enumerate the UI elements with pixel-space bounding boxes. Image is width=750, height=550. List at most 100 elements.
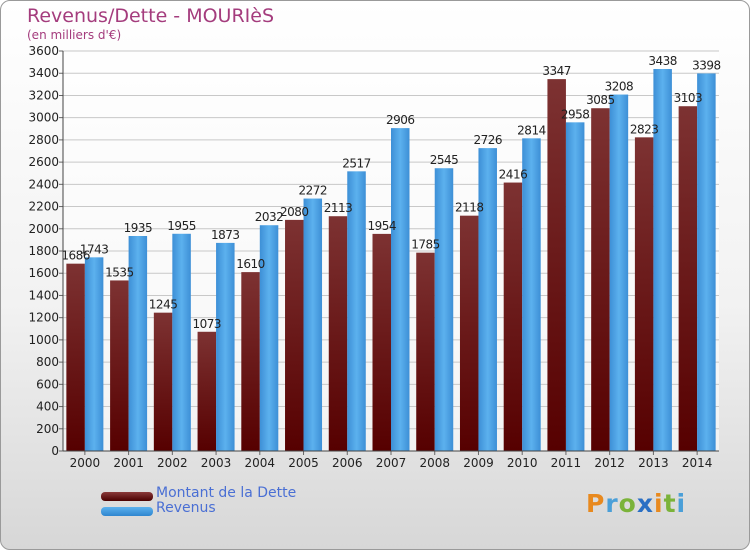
bar-debt xyxy=(547,79,566,451)
y-tick-label: 2000 xyxy=(28,222,59,236)
legend-swatch-revenue xyxy=(101,507,153,516)
y-tick-label: 2800 xyxy=(28,133,59,147)
y-tick-label: 800 xyxy=(36,355,59,369)
data-label-revenue: 1743 xyxy=(80,242,109,256)
x-tick-label: 2001 xyxy=(113,456,144,470)
bar-debt xyxy=(110,280,129,451)
y-tick-label: 1000 xyxy=(28,333,59,347)
data-label-revenue: 3208 xyxy=(605,80,634,94)
data-label-revenue: 2032 xyxy=(255,210,284,224)
data-label-debt: 1535 xyxy=(105,265,134,279)
x-tick-label: 2010 xyxy=(507,456,538,470)
bar-debt xyxy=(591,108,610,451)
bar-debt xyxy=(372,233,391,451)
chart-subtitle: (en milliers d'€) xyxy=(27,28,122,42)
y-tick-label: 2600 xyxy=(28,155,59,169)
data-label-revenue: 1873 xyxy=(211,228,240,242)
data-label-revenue: 2517 xyxy=(342,156,371,170)
y-tick-label: 1200 xyxy=(28,311,59,325)
bar-debt xyxy=(416,252,435,451)
y-tick-label: 3600 xyxy=(28,44,59,58)
data-label-revenue: 1935 xyxy=(124,221,153,235)
bar-revenue xyxy=(216,242,235,451)
x-tick-label: 2007 xyxy=(376,456,407,470)
y-tick-label: 2400 xyxy=(28,177,59,191)
bar-debt xyxy=(678,106,698,451)
legend-label-debt: Montant de la Dette xyxy=(156,485,297,501)
bar-debt xyxy=(66,263,85,451)
data-label-debt: 3347 xyxy=(542,64,571,78)
bar-revenue xyxy=(609,94,629,452)
x-tick-label: 2005 xyxy=(288,456,319,470)
bar-revenue xyxy=(84,257,104,451)
bar-revenue xyxy=(347,171,366,452)
bar-debt xyxy=(459,215,479,451)
x-tick-label: 2014 xyxy=(682,456,713,470)
x-tick-label: 2006 xyxy=(332,456,363,470)
x-tick-label: 2003 xyxy=(201,456,232,470)
y-tick-label: 1600 xyxy=(28,266,59,280)
y-tick-label: 3400 xyxy=(28,66,59,80)
data-label-debt: 3103 xyxy=(674,91,703,105)
x-tick-label: 2002 xyxy=(157,456,188,470)
bar-revenue xyxy=(478,148,497,451)
bar-debt xyxy=(503,182,523,452)
x-tick-label: 2004 xyxy=(245,456,276,470)
bar-revenue xyxy=(303,198,323,451)
data-label-debt: 2416 xyxy=(499,168,528,182)
data-label-revenue: 1955 xyxy=(167,219,196,233)
bar-debt xyxy=(197,331,217,451)
data-label-revenue: 2726 xyxy=(473,133,502,147)
chart-title: Revenus/Dette - MOURIèS xyxy=(27,5,275,27)
legend-swatch-debt xyxy=(101,492,153,501)
bar-debt xyxy=(328,216,348,451)
y-tick-label: 0 xyxy=(51,444,59,458)
data-label-debt: 1686 xyxy=(61,249,90,263)
data-label-debt: 2080 xyxy=(280,205,309,219)
data-label-debt: 1245 xyxy=(149,298,178,312)
data-label-debt: 1954 xyxy=(367,219,396,233)
data-label-revenue: 2814 xyxy=(517,123,546,137)
y-tick-label: 200 xyxy=(36,422,59,436)
data-label-revenue: 2545 xyxy=(430,153,459,167)
proxiti-logo: Proxiti xyxy=(586,489,687,518)
x-tick-label: 2013 xyxy=(638,456,669,470)
data-label-revenue: 3398 xyxy=(692,58,721,72)
bar-revenue xyxy=(434,168,454,451)
x-tick-label: 2012 xyxy=(594,456,625,470)
bar-revenue xyxy=(565,122,585,451)
bar-debt xyxy=(153,312,173,451)
data-label-debt: 2823 xyxy=(630,122,659,136)
data-label-debt: 2118 xyxy=(455,201,484,215)
bar-revenue xyxy=(172,233,191,451)
data-label-revenue: 2272 xyxy=(299,184,328,198)
x-tick-label: 2008 xyxy=(419,456,450,470)
legend-label-revenue: Revenus xyxy=(156,500,216,516)
data-label-revenue: 3438 xyxy=(648,54,677,68)
x-tick-label: 2011 xyxy=(551,456,582,470)
data-label-debt: 2113 xyxy=(324,201,353,215)
bar-revenue xyxy=(522,138,541,452)
bar-debt xyxy=(634,137,654,452)
bar-revenue xyxy=(697,73,716,451)
bar-revenue xyxy=(391,128,410,451)
data-label-debt: 1073 xyxy=(193,317,222,331)
y-tick-label: 1800 xyxy=(28,244,59,258)
x-tick-label: 2000 xyxy=(70,456,101,470)
data-label-debt: 1610 xyxy=(236,257,265,271)
y-tick-label: 600 xyxy=(36,377,59,391)
y-tick-label: 2200 xyxy=(28,200,59,214)
bar-revenue xyxy=(653,69,672,451)
x-tick-label: 2009 xyxy=(463,456,494,470)
data-label-debt: 3085 xyxy=(586,93,615,107)
bar-debt xyxy=(285,219,304,451)
y-tick-label: 3200 xyxy=(28,88,59,102)
y-tick-label: 1400 xyxy=(28,288,59,302)
bar-revenue xyxy=(128,236,148,451)
data-label-debt: 1785 xyxy=(411,238,440,252)
data-label-revenue: 2906 xyxy=(386,113,415,127)
data-label-revenue: 2958 xyxy=(561,107,590,121)
bar-revenue xyxy=(259,225,279,451)
